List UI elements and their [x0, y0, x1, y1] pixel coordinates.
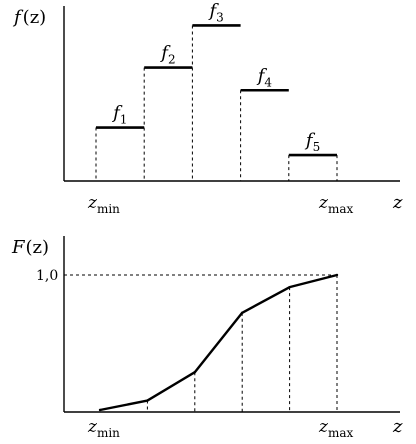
- cdf-xtick-max: zmax: [318, 417, 354, 440]
- cdf-xtick-min: zmin: [87, 417, 120, 440]
- cdf-series-line: [99, 273, 338, 412]
- density-bar-label-1: f1: [111, 103, 127, 127]
- density-chart: f (z) z zmin zmax f1 f2 f3 f4 f5: [12, 0, 403, 216]
- cdf-point-2: [193, 371, 196, 374]
- cdf-point-3: [241, 311, 244, 314]
- cdf-curve: [98, 273, 339, 412]
- cdf-point-0: [98, 408, 102, 412]
- density-bar-label-4: f4: [256, 65, 273, 89]
- density-xtick-max: zmax: [318, 193, 354, 216]
- cdf-point-4: [288, 285, 291, 289]
- cdf-point-1: [146, 399, 149, 402]
- density-y-label: f (z): [12, 7, 46, 28]
- cdf-y-label: F(z): [11, 237, 49, 258]
- cdf-point-5: [335, 273, 339, 277]
- cdf-guides: [64, 274, 338, 412]
- density-bar-label-3: f3: [208, 0, 224, 24]
- cdf-chart: F(z) 1,0 z zmin zmax: [11, 236, 403, 440]
- density-x-label: z: [392, 192, 403, 213]
- density-bar-label-5: f5: [304, 130, 320, 154]
- cdf-x-label: z: [392, 416, 403, 437]
- cdf-y-tick-label: 1,0: [36, 268, 58, 284]
- density-xtick-min: zmin: [87, 193, 120, 216]
- density-bars: f1 f2 f3 f4 f5: [95, 0, 338, 181]
- density-bar-label-2: f2: [159, 43, 175, 67]
